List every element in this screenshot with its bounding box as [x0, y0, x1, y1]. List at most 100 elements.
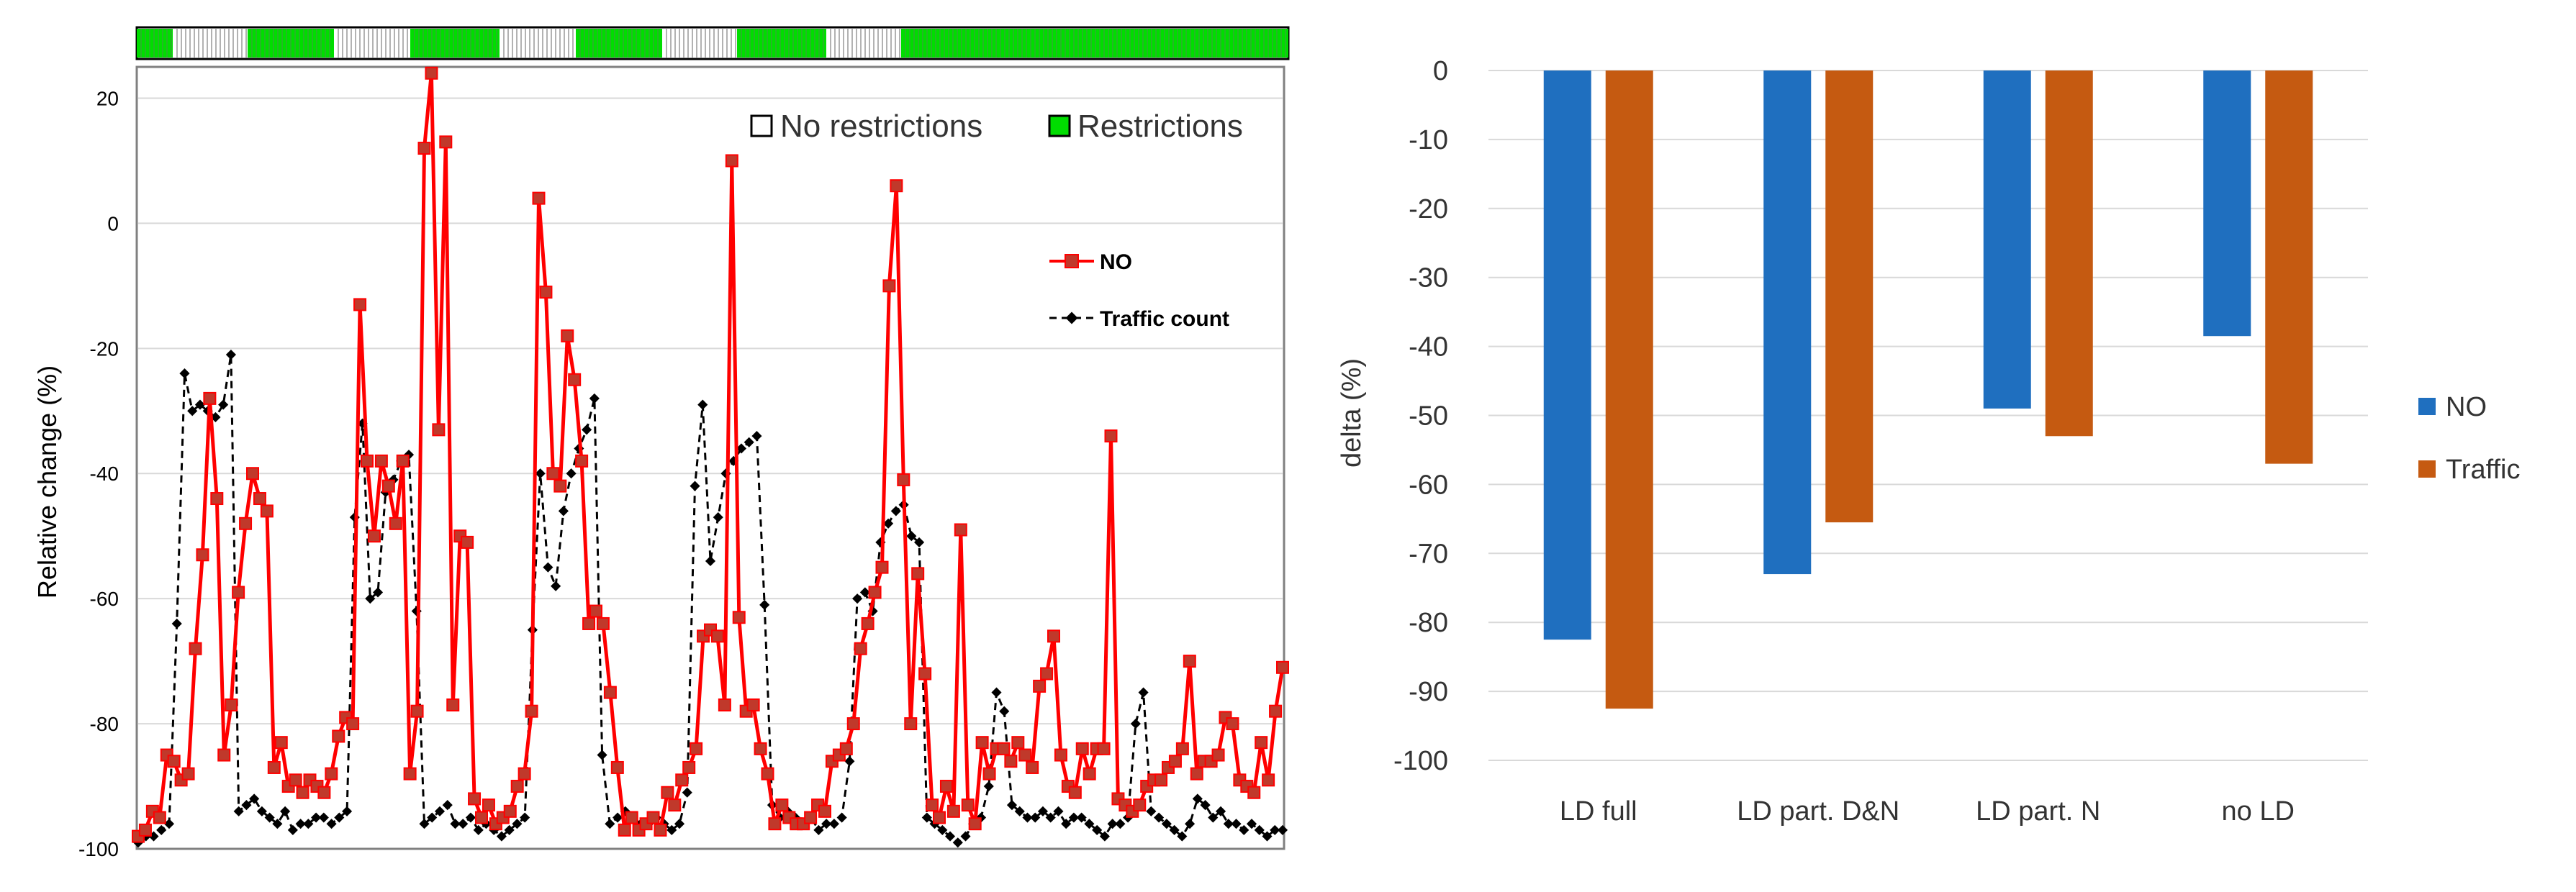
- no-point: [710, 629, 724, 643]
- no-point: [682, 760, 696, 774]
- traffic-bar: [1605, 70, 1653, 709]
- traffic-count-point: [295, 819, 306, 829]
- no-point: [861, 616, 875, 630]
- traffic-count-point: [318, 812, 329, 823]
- right-y-tick-label: -20: [1409, 194, 1448, 224]
- no-point: [618, 823, 631, 837]
- traffic-count-point: [937, 824, 948, 835]
- traffic-bar: [2265, 70, 2313, 464]
- right-y-axis-label: delta (%): [1337, 358, 1367, 468]
- no-restrictions-swatch: [750, 114, 773, 137]
- no-point: [975, 736, 989, 750]
- restriction-segment: [737, 29, 826, 58]
- no-point: [1255, 736, 1268, 750]
- no-point: [1211, 748, 1225, 762]
- no-point: [553, 479, 567, 493]
- traffic-count-point: [1277, 824, 1288, 835]
- traffic-count-point: [1092, 824, 1103, 835]
- traffic-count-point: [450, 819, 461, 829]
- no-point: [1190, 767, 1203, 780]
- right-y-tick-label: -90: [1409, 677, 1448, 707]
- traffic-count-point: [280, 806, 291, 816]
- no-point: [882, 279, 896, 293]
- traffic-count-point: [813, 824, 824, 835]
- no-point: [868, 586, 882, 599]
- traffic-bar-legend-swatch: [2418, 460, 2436, 478]
- traffic-count-point: [1231, 819, 1242, 829]
- traffic-count-point: [341, 806, 353, 816]
- left-gridlines: [138, 97, 1283, 725]
- traffic-count-point: [859, 587, 870, 598]
- traffic-count-point: [163, 819, 175, 829]
- traffic-count-point: [1177, 831, 1188, 842]
- no-point: [210, 492, 224, 506]
- no-point: [918, 667, 932, 681]
- no-point: [568, 373, 582, 386]
- no-point: [1104, 429, 1118, 443]
- traffic-count-point: [1006, 800, 1018, 811]
- no-point: [589, 604, 602, 618]
- no-point: [646, 811, 660, 824]
- right-y-tick-label: -10: [1409, 125, 1448, 155]
- traffic-count-point: [520, 812, 530, 823]
- right-y-tick-label: -50: [1409, 401, 1448, 432]
- no-legend-label: NO: [1100, 250, 1132, 274]
- traffic-count-point: [1076, 812, 1087, 823]
- no-point: [1083, 767, 1096, 780]
- no-point: [475, 811, 488, 824]
- restrictions-label: Restrictions: [1077, 109, 1243, 144]
- no-point: [1269, 704, 1283, 718]
- traffic-count-point: [589, 393, 600, 404]
- no-point: [1047, 629, 1060, 643]
- right-x-tick-label: no LD: [2222, 796, 2295, 827]
- traffic-count-point: [427, 812, 438, 823]
- no-point: [374, 454, 388, 468]
- no-point: [818, 804, 831, 818]
- series-legend: NO Traffic count: [1049, 250, 1229, 331]
- traffic-count-point: [744, 437, 754, 447]
- no-point: [432, 423, 446, 437]
- traffic-count-point: [1185, 819, 1196, 829]
- traffic-count-point: [913, 537, 925, 547]
- no-point: [425, 66, 438, 80]
- no-point: [267, 760, 281, 774]
- no-point: [289, 773, 302, 787]
- traffic-count-point: [1107, 819, 1118, 829]
- no-point: [939, 780, 953, 793]
- no-point: [518, 767, 531, 780]
- traffic-count-point: [952, 837, 963, 848]
- right-y-tick-label: -80: [1409, 608, 1448, 638]
- no-point: [274, 736, 288, 750]
- no-point: [196, 548, 209, 562]
- traffic-count-point: [1099, 831, 1110, 842]
- no-point: [854, 642, 867, 655]
- bar-marks: [1543, 70, 2313, 709]
- no-point: [525, 704, 538, 718]
- traffic-count-point: [682, 787, 692, 798]
- traffic-count-point: [233, 806, 244, 816]
- traffic-count-point: [1030, 812, 1041, 823]
- no-point: [1054, 748, 1067, 762]
- bar-legend: NO Traffic: [2418, 392, 2520, 485]
- no-point: [775, 798, 789, 812]
- no-point: [1026, 760, 1039, 774]
- no-point: [561, 329, 574, 342]
- no-point: [1075, 742, 1089, 755]
- no-point: [746, 698, 760, 711]
- left-plot-frame: [135, 65, 1285, 850]
- no-point: [317, 786, 331, 799]
- no-point: [575, 454, 589, 468]
- left-line-chart: 200-20-40-60-80-100 Relative change (%) …: [32, 26, 1290, 860]
- no-restriction-segment: [173, 29, 248, 58]
- no-point: [1133, 798, 1147, 812]
- no-legend-marker: [1065, 254, 1079, 268]
- traffic-count-point: [187, 406, 198, 417]
- no-point: [503, 804, 517, 818]
- traffic-count-point: [458, 819, 469, 829]
- no-point: [403, 767, 417, 780]
- traffic-count-point: [249, 793, 260, 804]
- traffic-count-point: [535, 468, 546, 479]
- no-point: [189, 642, 202, 655]
- traffic-count-point: [372, 587, 384, 598]
